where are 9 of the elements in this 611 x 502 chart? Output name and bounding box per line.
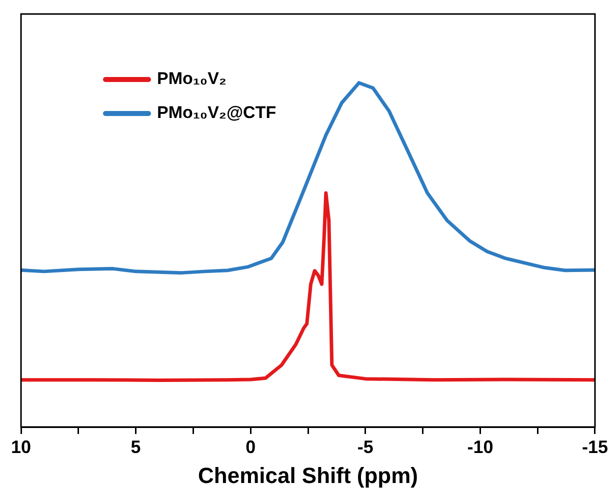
x-tick-label: -10 (467, 436, 494, 457)
legend-label: PMo₁₀V₂ (157, 69, 226, 89)
x-tick-label: 10 (10, 436, 32, 457)
legend-label: PMo₁₀V₂@CTF (157, 103, 276, 123)
x-tick-label: -15 (582, 436, 608, 457)
x-tick-label: 0 (246, 436, 256, 457)
x-axis-title: Chemical Shift (ppm) (198, 462, 418, 488)
x-tick-label: -5 (357, 436, 374, 457)
x-tick-label: 5 (130, 436, 141, 457)
